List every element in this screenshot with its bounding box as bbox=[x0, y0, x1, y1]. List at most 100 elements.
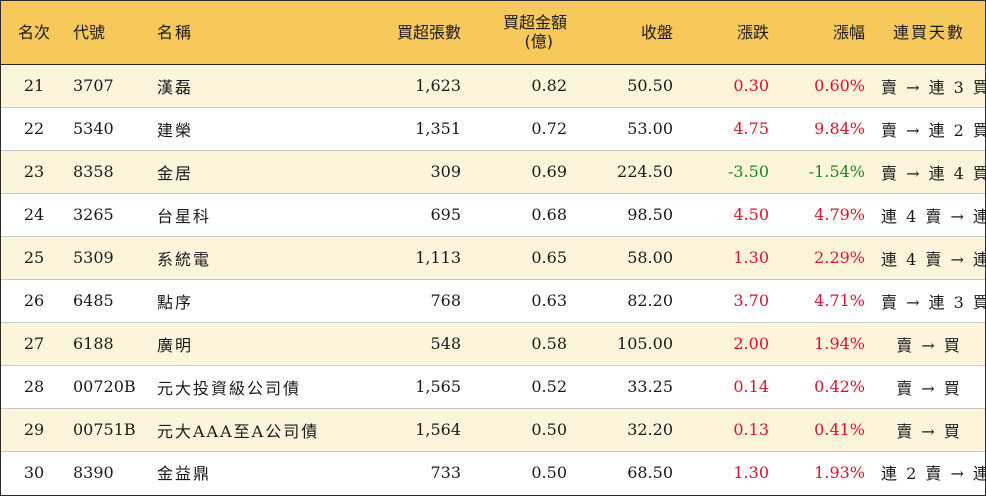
cell-code: 6188 bbox=[73, 334, 114, 353]
header-change-pct: 漲幅 bbox=[777, 1, 873, 65]
cell-change: 2.00 bbox=[733, 334, 769, 353]
table-body: 21 3707 漢磊 1,623 0.82 50.50 0.30 0.60% 賣 → 連 3 買… bbox=[1, 64, 986, 493]
header-streak: 連買天數 bbox=[873, 1, 985, 65]
cell-net-buy-shares: 695 bbox=[430, 205, 461, 224]
cell-net-buy-shares: 733 bbox=[430, 462, 461, 482]
cell-rank: 30 bbox=[23, 462, 45, 482]
cell-close: 53.00 bbox=[627, 119, 673, 138]
header-net-buy-shares: 買超張數 bbox=[345, 1, 469, 65]
cell-net-buy-shares: 1,565 bbox=[415, 377, 461, 396]
cell-net-buy-shares: 1,351 bbox=[415, 119, 461, 138]
cell-code: 8358 bbox=[73, 162, 114, 181]
cell-change-pct: 0.60% bbox=[814, 76, 865, 95]
cell-rank: 24 bbox=[23, 205, 45, 224]
cell-streak: 賣 → 買 bbox=[896, 378, 962, 398]
cell-change-pct: 4.79% bbox=[814, 205, 865, 224]
cell-streak: 賣 → 連 3 買 bbox=[881, 77, 986, 97]
cell-change: 0.14 bbox=[733, 377, 769, 396]
cell-net-buy-amount: 0.52 bbox=[531, 377, 567, 396]
cell-close: 32.20 bbox=[627, 420, 673, 439]
cell-change-pct: 0.42% bbox=[814, 377, 865, 396]
cell-name: 漢磊 bbox=[157, 77, 194, 97]
table-row: 23 8358 金居 309 0.69 224.50 -3.50 -1.54% 賣 → 連 4 … bbox=[1, 150, 986, 193]
cell-net-buy-amount: 0.63 bbox=[531, 291, 567, 310]
table-row: 27 6188 廣明 548 0.58 105.00 2.00 1.94% 賣 → 買 bbox=[1, 322, 985, 365]
cell-change-pct: 4.71% bbox=[814, 291, 865, 310]
cell-streak: 連 4 賣 → 連 2 買 bbox=[881, 206, 986, 226]
cell-name: 廣明 bbox=[157, 335, 194, 355]
cell-code: 6485 bbox=[73, 291, 114, 310]
cell-net-buy-amount: 0.58 bbox=[531, 334, 567, 353]
cell-code: 8390 bbox=[73, 462, 114, 482]
cell-net-buy-amount: 0.65 bbox=[531, 248, 567, 267]
cell-close: 68.50 bbox=[627, 462, 673, 482]
table-row: 29 00751B 元大AAA至A公司債 1,564 0.50 32.20 0.13 0.41… bbox=[1, 408, 985, 451]
cell-change: 0.13 bbox=[733, 420, 769, 439]
cell-net-buy-shares: 1,113 bbox=[415, 248, 461, 267]
cell-close: 50.50 bbox=[627, 76, 673, 95]
cell-rank: 29 bbox=[23, 420, 45, 439]
cell-streak: 賣 → 連 2 買 bbox=[881, 120, 986, 140]
cell-net-buy-amount: 0.50 bbox=[531, 462, 567, 482]
table-row: 30 8390 金益鼎 733 0.50 68.50 1.30 1.93% 連 2 賣 → 連 … bbox=[1, 451, 986, 493]
header-close: 收盤 bbox=[575, 1, 681, 65]
cell-rank: 25 bbox=[23, 248, 45, 267]
cell-net-buy-shares: 309 bbox=[430, 162, 461, 181]
cell-name: 點序 bbox=[157, 292, 194, 312]
cell-close: 105.00 bbox=[617, 334, 673, 353]
cell-net-buy-amount: 0.82 bbox=[531, 76, 567, 95]
cell-change: 4.75 bbox=[733, 119, 769, 138]
table-header: 名次 代號 名稱 買超張數 買超金額 (億) 收盤 漲跌 漲幅 連買天數 bbox=[1, 1, 985, 65]
cell-name: 金居 bbox=[157, 163, 194, 183]
table-row: 24 3265 台星科 695 0.68 98.50 4.50 4.79% 連 4 賣 → 連 … bbox=[1, 193, 986, 236]
cell-change-pct: 0.41% bbox=[814, 420, 865, 439]
cell-close: 82.20 bbox=[627, 291, 673, 310]
cell-name: 系統電 bbox=[157, 249, 212, 269]
cell-close: 33.25 bbox=[627, 377, 673, 396]
table-row: 22 5340 建榮 1,351 0.72 53.00 4.75 9.84% 賣 → 連 2 買 bbox=[1, 107, 986, 150]
table-row: 28 00720B 元大投資級公司債 1,565 0.52 33.25 0.14 0.42% 賣… bbox=[1, 365, 985, 408]
cell-change: -3.50 bbox=[727, 162, 769, 181]
header-net-buy-amount-line1: 買超金額 bbox=[502, 13, 567, 33]
header-row: 名次 代號 名稱 買超張數 買超金額 (億) 收盤 漲跌 漲幅 連買天數 bbox=[1, 1, 985, 65]
cell-name: 建榮 bbox=[157, 120, 194, 140]
cell-rank: 23 bbox=[23, 162, 45, 181]
cell-net-buy-amount: 0.72 bbox=[531, 119, 567, 138]
cell-net-buy-shares: 768 bbox=[430, 291, 461, 310]
table-row: 25 5309 系統電 1,113 0.65 58.00 1.30 2.29% 連 4 賣 → … bbox=[1, 236, 986, 279]
cell-change: 3.70 bbox=[733, 291, 769, 310]
cell-net-buy-shares: 1,564 bbox=[415, 420, 461, 439]
cell-rank: 21 bbox=[23, 76, 45, 95]
cell-code: 5309 bbox=[73, 248, 114, 267]
cell-change: 1.30 bbox=[733, 248, 769, 267]
cell-streak: 賣 → 買 bbox=[896, 335, 962, 355]
cell-code: 00720B bbox=[73, 377, 136, 396]
cell-change: 4.50 bbox=[733, 205, 769, 224]
cell-streak: 賣 → 連 4 買 bbox=[881, 163, 986, 183]
cell-name: 台星科 bbox=[157, 206, 212, 226]
cell-close: 58.00 bbox=[627, 248, 673, 267]
cell-net-buy-amount: 0.69 bbox=[531, 162, 567, 181]
cell-streak: 賣 → 連 3 買 bbox=[881, 292, 986, 312]
cell-rank: 22 bbox=[23, 119, 45, 138]
cell-code: 00751B bbox=[73, 420, 136, 439]
cell-net-buy-amount: 0.50 bbox=[531, 420, 567, 439]
table-row: 26 6485 點序 768 0.63 82.20 3.70 4.71% 賣 → 連 3 買 bbox=[1, 279, 986, 322]
cell-code: 3707 bbox=[73, 76, 114, 95]
cell-streak: 連 4 賣 → 連 2 買 bbox=[881, 249, 986, 269]
cell-close: 98.50 bbox=[627, 205, 673, 224]
cell-change-pct: 1.93% bbox=[814, 462, 865, 482]
cell-name: 金益鼎 bbox=[157, 464, 212, 484]
cell-rank: 26 bbox=[23, 291, 45, 310]
header-net-buy-amount: 買超金額 (億) bbox=[469, 1, 575, 65]
cell-net-buy-shares: 1,623 bbox=[415, 76, 461, 95]
header-change: 漲跌 bbox=[681, 1, 777, 65]
cell-change: 1.30 bbox=[733, 462, 769, 482]
cell-net-buy-shares: 548 bbox=[430, 334, 461, 353]
cell-name: 元大AAA至A公司債 bbox=[157, 421, 320, 441]
cell-change-pct: 2.29% bbox=[814, 248, 865, 267]
header-rank: 名次 bbox=[1, 1, 67, 65]
cell-streak: 賣 → 買 bbox=[896, 421, 962, 441]
cell-rank: 28 bbox=[23, 377, 45, 396]
